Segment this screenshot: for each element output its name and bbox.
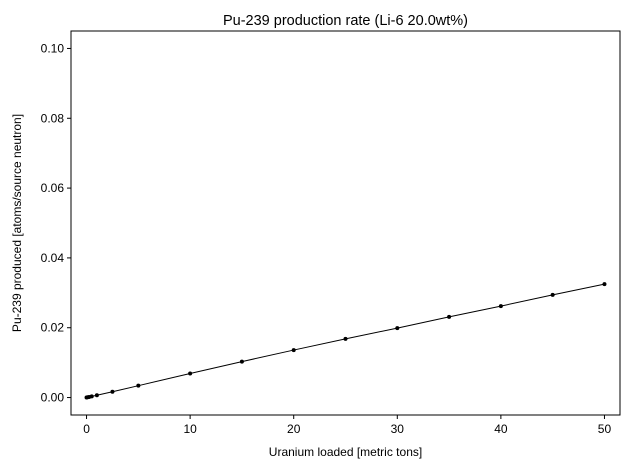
data-point <box>498 304 503 309</box>
x-tick-label: 40 <box>494 422 508 436</box>
y-axis-label: Pu-239 produced [atoms/source neutron] <box>10 114 24 332</box>
data-point <box>188 371 193 376</box>
data-point <box>136 383 141 388</box>
x-tick-label: 0 <box>83 422 90 436</box>
data-point <box>110 389 115 394</box>
x-tick-label: 10 <box>183 422 197 436</box>
x-axis-ticks: 0 10 20 30 40 50 <box>83 415 611 436</box>
data-point <box>602 282 607 287</box>
data-point <box>89 394 94 399</box>
data-point <box>343 336 348 341</box>
data-point <box>291 348 296 353</box>
y-tick-label: 0.02 <box>41 321 65 335</box>
data-point <box>239 359 244 364</box>
chart-title: Pu-239 production rate (Li-6 20.0wt%) <box>223 13 468 29</box>
x-axis-label: Uranium loaded [metric tons] <box>269 445 422 459</box>
x-tick-label: 20 <box>287 422 301 436</box>
data-point <box>395 326 400 331</box>
y-tick-label: 0.08 <box>41 111 65 125</box>
axes-frame <box>70 30 621 416</box>
y-tick-label: 0.10 <box>41 41 65 55</box>
plot-area <box>70 30 621 416</box>
x-tick-label: 50 <box>598 422 612 436</box>
y-tick-label: 0.04 <box>41 251 65 265</box>
data-point <box>550 292 555 297</box>
series-layer <box>84 282 607 400</box>
y-axis-ticks: 0.00 0.02 0.04 0.06 0.08 0.10 <box>41 41 71 405</box>
y-tick-label: 0.00 <box>41 391 65 405</box>
data-point <box>447 314 452 319</box>
x-tick-label: 30 <box>391 422 405 436</box>
y-tick-label: 0.06 <box>41 181 65 195</box>
data-point <box>94 393 99 398</box>
